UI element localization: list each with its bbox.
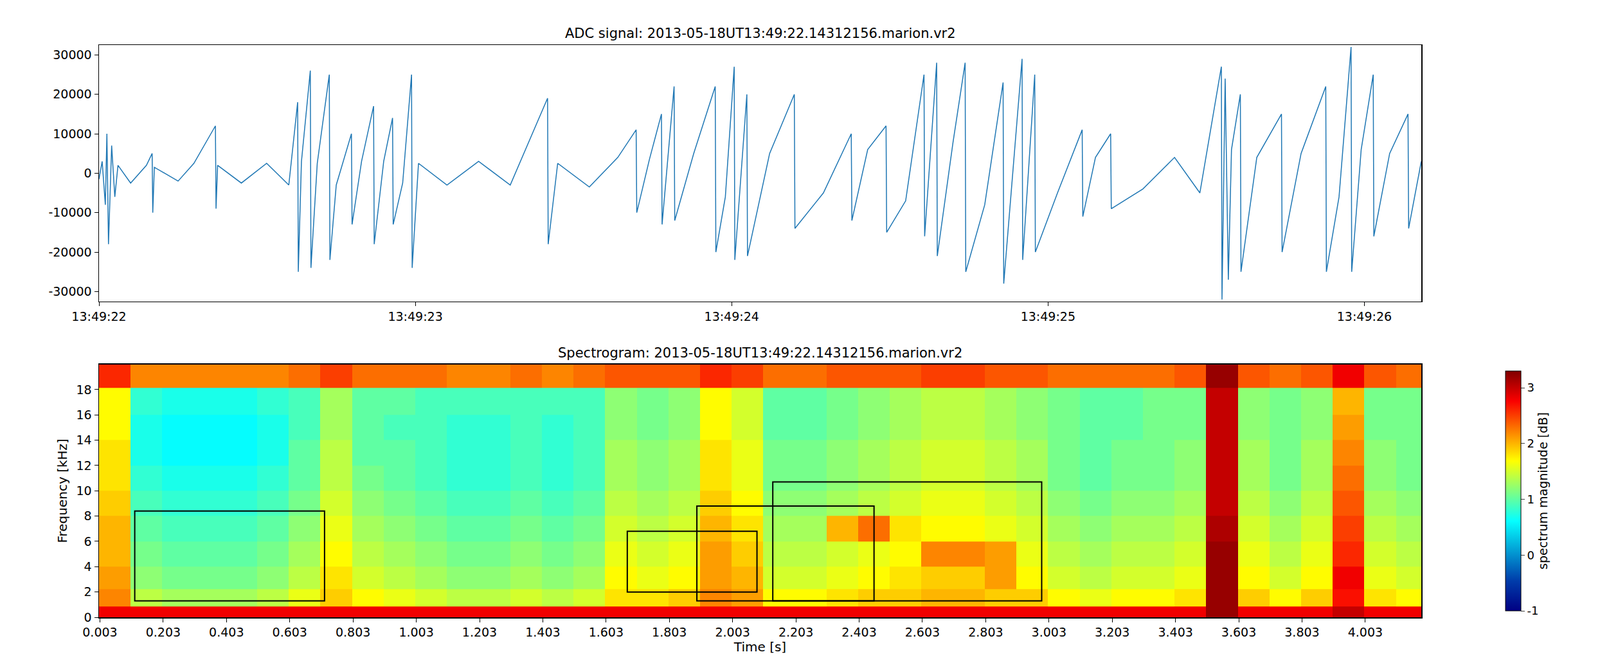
svg-text:1.603: 1.603 bbox=[588, 624, 624, 639]
svg-text:spectrum magnitude [dB]: spectrum magnitude [dB] bbox=[1535, 412, 1550, 570]
svg-text:1.803: 1.803 bbox=[651, 624, 687, 639]
svg-text:8: 8 bbox=[84, 508, 92, 523]
svg-text:6: 6 bbox=[84, 534, 92, 549]
svg-text:Frequency [kHz]: Frequency [kHz] bbox=[54, 438, 71, 543]
svg-text:2: 2 bbox=[84, 584, 92, 599]
svg-text:3.803: 3.803 bbox=[1284, 624, 1320, 639]
svg-text:0.803: 0.803 bbox=[335, 624, 371, 639]
svg-text:3.403: 3.403 bbox=[1157, 624, 1193, 639]
svg-text:3.203: 3.203 bbox=[1094, 624, 1130, 639]
svg-text:2.203: 2.203 bbox=[778, 624, 814, 639]
svg-text:3: 3 bbox=[1527, 380, 1535, 395]
svg-text:30000: 30000 bbox=[52, 47, 92, 62]
svg-text:13:49:25: 13:49:25 bbox=[1020, 309, 1076, 324]
svg-text:0: 0 bbox=[84, 610, 92, 625]
svg-text:0: 0 bbox=[84, 165, 92, 180]
svg-text:1: 1 bbox=[1527, 492, 1535, 506]
svg-text:2.403: 2.403 bbox=[841, 624, 877, 639]
svg-text:13:49:24: 13:49:24 bbox=[704, 309, 760, 324]
svg-text:14: 14 bbox=[76, 432, 92, 447]
svg-text:2.003: 2.003 bbox=[714, 624, 750, 639]
svg-text:Spectrogram: 2013-05-18UT13:49: Spectrogram: 2013-05-18UT13:49:22.143121… bbox=[557, 345, 963, 361]
svg-text:16: 16 bbox=[76, 407, 92, 422]
svg-text:2.603: 2.603 bbox=[905, 624, 940, 639]
svg-text:-1: -1 bbox=[1527, 603, 1539, 618]
svg-text:13:49:22: 13:49:22 bbox=[71, 309, 126, 324]
svg-text:20000: 20000 bbox=[52, 86, 92, 101]
svg-text:-20000: -20000 bbox=[48, 244, 92, 260]
svg-text:13:49:23: 13:49:23 bbox=[387, 309, 443, 324]
svg-text:10000: 10000 bbox=[52, 126, 92, 141]
svg-text:0.603: 0.603 bbox=[272, 624, 308, 639]
svg-text:0.203: 0.203 bbox=[145, 624, 181, 639]
svg-text:0.003: 0.003 bbox=[82, 624, 117, 639]
svg-text:ADC signal: 2013-05-18UT13:49:: ADC signal: 2013-05-18UT13:49:22.1431215… bbox=[565, 25, 956, 42]
svg-text:Time [s]: Time [s] bbox=[733, 638, 787, 655]
svg-text:1.403: 1.403 bbox=[525, 624, 560, 639]
svg-text:3.003: 3.003 bbox=[1031, 624, 1067, 639]
svg-text:3.603: 3.603 bbox=[1221, 624, 1257, 639]
svg-text:13:49:26: 13:49:26 bbox=[1337, 309, 1392, 324]
svg-text:-10000: -10000 bbox=[48, 205, 92, 220]
svg-text:0.403: 0.403 bbox=[208, 624, 244, 639]
svg-text:12: 12 bbox=[76, 458, 92, 473]
svg-text:4.003: 4.003 bbox=[1348, 624, 1383, 639]
svg-text:1.003: 1.003 bbox=[398, 624, 434, 639]
svg-text:0: 0 bbox=[1527, 548, 1535, 562]
svg-text:4: 4 bbox=[84, 559, 92, 574]
svg-text:-30000: -30000 bbox=[48, 284, 92, 299]
svg-text:18: 18 bbox=[76, 382, 92, 397]
svg-text:10: 10 bbox=[76, 483, 92, 498]
svg-text:1.203: 1.203 bbox=[462, 624, 497, 639]
svg-text:2: 2 bbox=[1527, 436, 1535, 450]
svg-text:2.803: 2.803 bbox=[968, 624, 1003, 639]
